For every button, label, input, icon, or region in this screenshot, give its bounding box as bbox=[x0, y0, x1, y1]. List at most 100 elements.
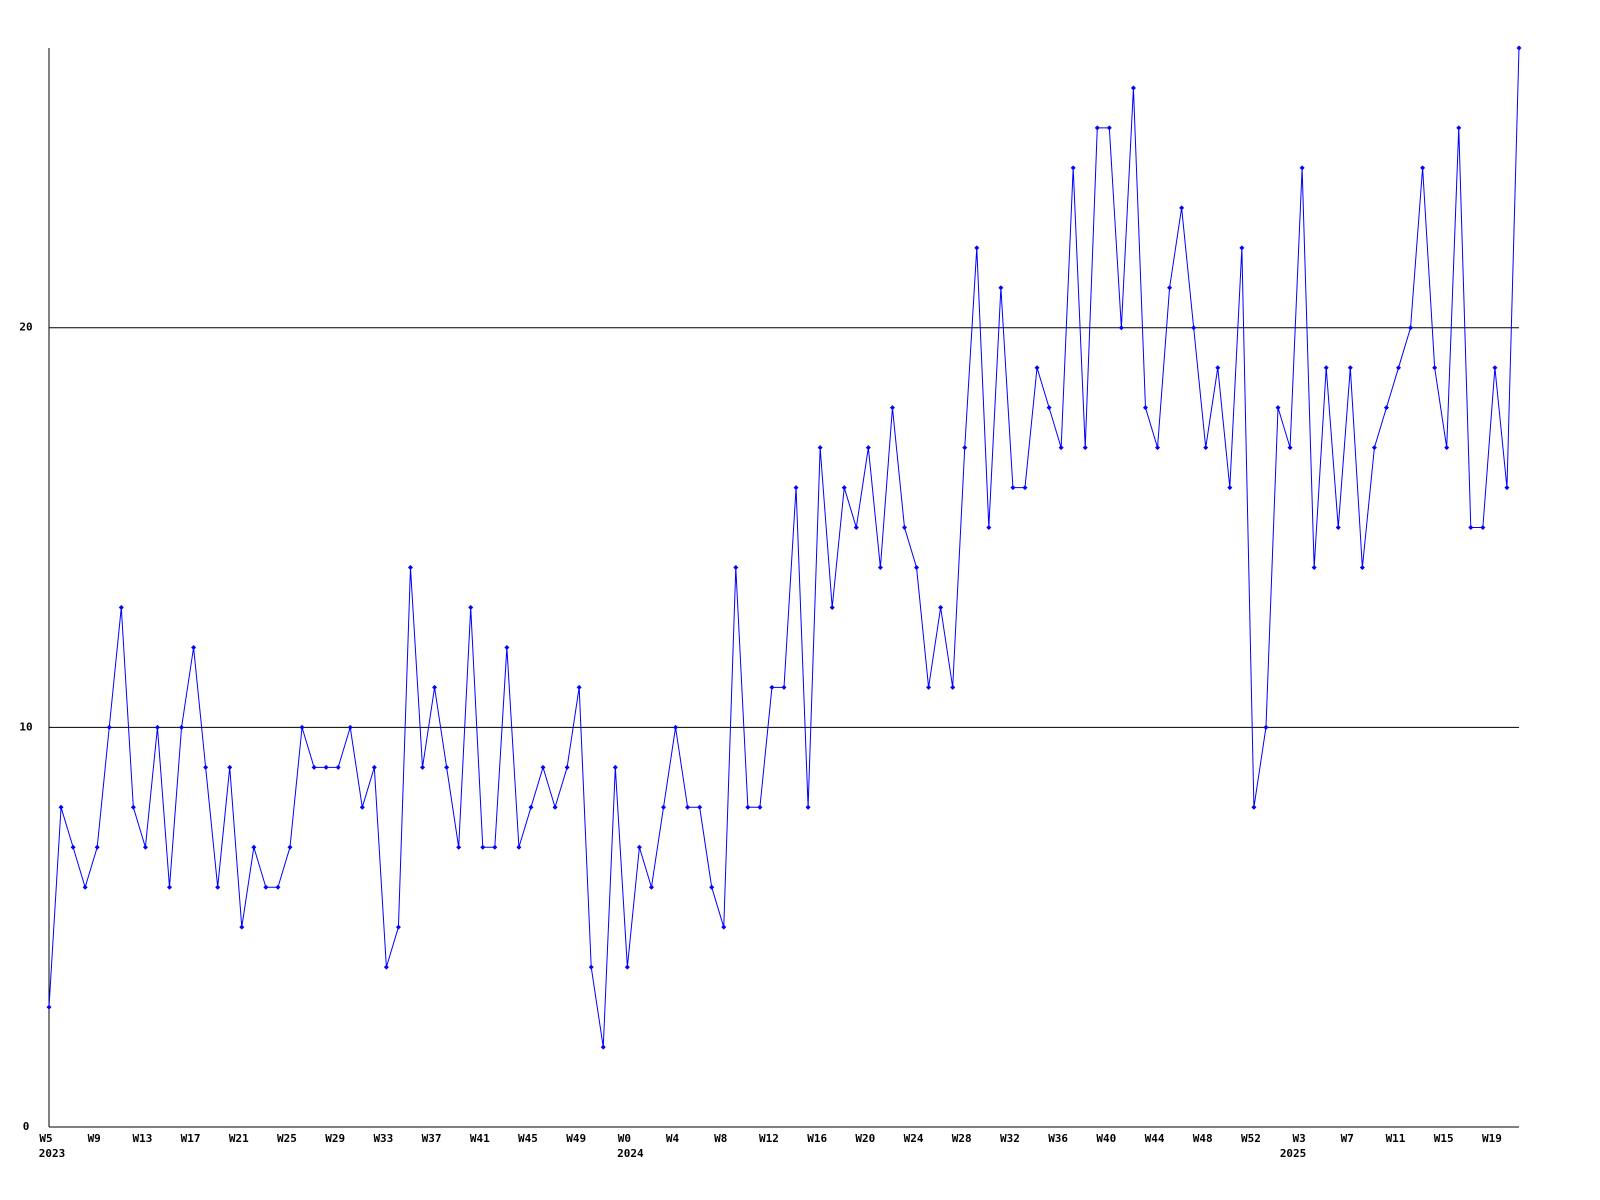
x-tick-label: W19 bbox=[1482, 1132, 1502, 1145]
data-point bbox=[1444, 445, 1450, 451]
year-label: 2023 bbox=[39, 1147, 66, 1160]
data-point bbox=[1516, 45, 1522, 51]
data-point bbox=[745, 804, 751, 810]
data-point bbox=[227, 764, 233, 770]
x-tick-label: W49 bbox=[566, 1132, 586, 1145]
data-point bbox=[733, 565, 739, 571]
data-point bbox=[685, 804, 691, 810]
data-point bbox=[1408, 325, 1414, 331]
data-point bbox=[1468, 525, 1474, 531]
data-point bbox=[1287, 445, 1293, 451]
data-point bbox=[877, 565, 883, 571]
data-point bbox=[926, 684, 932, 690]
data-point bbox=[46, 1004, 52, 1010]
x-tick-label: W11 bbox=[1386, 1132, 1406, 1145]
x-tick-label: W12 bbox=[759, 1132, 779, 1145]
data-point bbox=[82, 884, 88, 890]
data-point bbox=[166, 884, 172, 890]
data-point bbox=[1359, 565, 1365, 571]
x-tick-label: W25 bbox=[277, 1132, 297, 1145]
y-tick-label: 20 bbox=[19, 321, 32, 334]
x-tick-label: W0 bbox=[618, 1132, 631, 1145]
x-tick-label: W13 bbox=[132, 1132, 152, 1145]
data-point bbox=[1347, 365, 1353, 371]
data-point bbox=[215, 884, 221, 890]
data-point bbox=[516, 844, 522, 850]
data-point bbox=[865, 445, 871, 451]
data-point bbox=[1311, 565, 1317, 571]
data-point bbox=[407, 565, 413, 571]
data-point bbox=[528, 804, 534, 810]
data-point bbox=[456, 844, 462, 850]
data-point bbox=[709, 884, 715, 890]
data-point bbox=[974, 245, 980, 251]
x-tick-label: W29 bbox=[325, 1132, 345, 1145]
data-point bbox=[239, 924, 245, 930]
data-point bbox=[757, 804, 763, 810]
data-point bbox=[793, 485, 799, 491]
data-point bbox=[564, 764, 570, 770]
data-point bbox=[203, 764, 209, 770]
data-point bbox=[1323, 365, 1329, 371]
data-point bbox=[661, 804, 667, 810]
data-point bbox=[938, 604, 944, 610]
data-point bbox=[1082, 445, 1088, 451]
data-point bbox=[1383, 405, 1389, 411]
data-point bbox=[492, 844, 498, 850]
data-point bbox=[998, 285, 1004, 291]
data-point bbox=[504, 644, 510, 650]
year-label: 2024 bbox=[617, 1147, 644, 1160]
data-point bbox=[70, 844, 76, 850]
x-tick-label: W9 bbox=[88, 1132, 101, 1145]
data-point bbox=[901, 525, 907, 531]
data-point bbox=[287, 844, 293, 850]
data-point bbox=[1239, 245, 1245, 251]
data-point bbox=[1251, 804, 1257, 810]
data-point bbox=[648, 884, 654, 890]
data-point bbox=[588, 964, 594, 970]
data-point bbox=[106, 724, 112, 730]
y-tick-label: 10 bbox=[19, 720, 32, 733]
data-point bbox=[1010, 485, 1016, 491]
data-point bbox=[395, 924, 401, 930]
data-point bbox=[1130, 85, 1136, 91]
data-point bbox=[142, 844, 148, 850]
data-point bbox=[1371, 445, 1377, 451]
data-point bbox=[1504, 485, 1510, 491]
data-point bbox=[817, 445, 823, 451]
x-tick-label: W40 bbox=[1096, 1132, 1116, 1145]
data-point bbox=[540, 764, 546, 770]
data-point bbox=[1118, 325, 1124, 331]
data-point bbox=[986, 525, 992, 531]
data-point bbox=[1191, 325, 1197, 331]
data-point bbox=[1263, 724, 1269, 730]
data-point bbox=[1456, 125, 1462, 131]
data-point bbox=[914, 565, 920, 571]
x-tick-label: W3 bbox=[1292, 1132, 1305, 1145]
data-point bbox=[191, 644, 197, 650]
x-tick-label: W24 bbox=[904, 1132, 924, 1145]
data-point bbox=[1179, 205, 1185, 211]
data-point bbox=[1094, 125, 1100, 131]
data-point bbox=[311, 764, 317, 770]
data-point bbox=[251, 844, 257, 850]
data-point bbox=[805, 804, 811, 810]
data-point bbox=[444, 764, 450, 770]
data-point bbox=[1046, 405, 1052, 411]
data-point bbox=[889, 405, 895, 411]
x-tick-label: W41 bbox=[470, 1132, 490, 1145]
data-point bbox=[1142, 405, 1148, 411]
x-tick-label: W7 bbox=[1341, 1132, 1354, 1145]
data-point bbox=[636, 844, 642, 850]
data-point bbox=[383, 964, 389, 970]
data-point bbox=[1106, 125, 1112, 131]
x-tick-label: W16 bbox=[807, 1132, 827, 1145]
data-point bbox=[781, 684, 787, 690]
data-point bbox=[769, 684, 775, 690]
data-point bbox=[263, 884, 269, 890]
data-point bbox=[179, 724, 185, 730]
data-point bbox=[1396, 365, 1402, 371]
data-point bbox=[468, 604, 474, 610]
data-point bbox=[323, 764, 329, 770]
data-point bbox=[347, 724, 353, 730]
